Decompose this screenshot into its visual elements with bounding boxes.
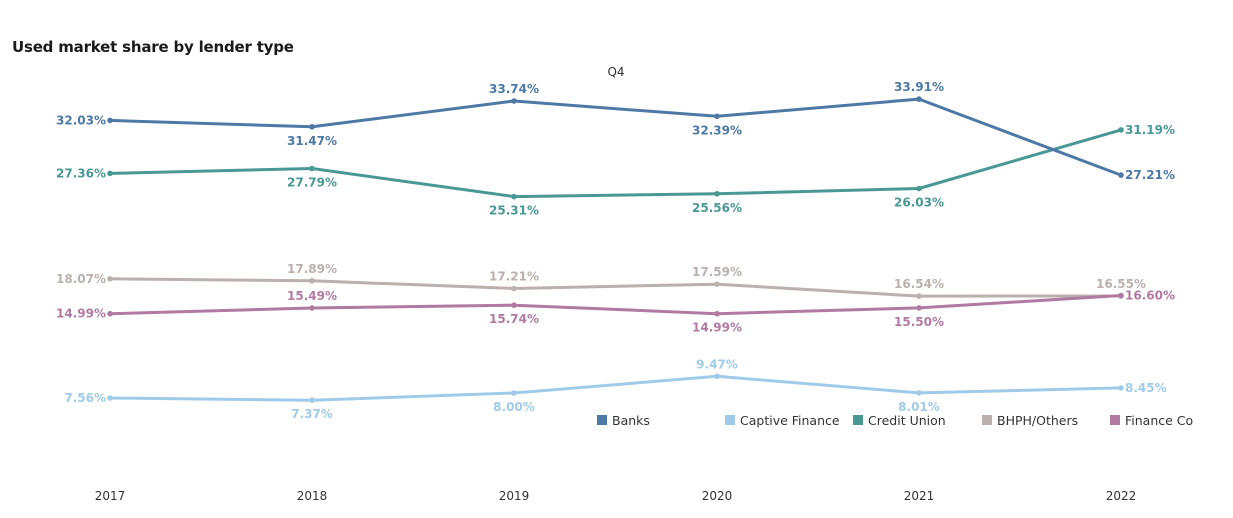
data-label-captive-finance: 9.47%	[696, 357, 738, 371]
data-point-captive-finance[interactable]	[309, 397, 315, 404]
legend-item-finance-co[interactable]: Finance Co	[1110, 413, 1193, 428]
data-label-credit-union: 26.03%	[894, 196, 944, 210]
data-point-credit-union[interactable]	[1118, 127, 1124, 133]
data-label-credit-union: 31.19%	[1125, 123, 1175, 137]
data-label-banks: 32.39%	[692, 123, 742, 137]
x-tick-label: 2021	[904, 489, 935, 503]
x-tick-label: 2020	[702, 489, 733, 503]
data-point-finance-co[interactable]	[916, 305, 922, 311]
legend-swatch	[853, 415, 863, 425]
data-point-bhph-others[interactable]	[309, 278, 315, 284]
data-point-banks[interactable]	[916, 96, 922, 102]
x-axis: 2017 2018 2019 2020 2021 2022	[95, 489, 1137, 503]
data-point-banks[interactable]	[511, 98, 517, 104]
data-point-credit-union[interactable]	[309, 165, 315, 172]
data-label-bhph-others: 18.07%	[56, 272, 106, 286]
legend-label: Finance Co	[1125, 413, 1193, 428]
data-point-finance-co[interactable]	[1118, 292, 1124, 299]
data-label-banks: 33.91%	[894, 80, 944, 94]
legend-label: Captive Finance	[740, 413, 840, 428]
data-label-finance-co: 14.99%	[56, 307, 106, 321]
data-point-banks[interactable]	[107, 117, 113, 124]
data-label-credit-union: 25.31%	[489, 204, 539, 218]
legend-item-captive-finance[interactable]: Captive Finance	[725, 413, 840, 428]
data-point-credit-union[interactable]	[511, 193, 517, 200]
data-point-credit-union[interactable]	[107, 170, 113, 177]
data-point-finance-co[interactable]	[309, 305, 315, 311]
legend-item-bhph-others[interactable]: BHPH/Others	[982, 413, 1078, 428]
data-point-banks[interactable]	[1118, 172, 1124, 178]
data-label-captive-finance: 8.01%	[898, 400, 940, 414]
series-line-captive-finance	[108, 374, 1123, 402]
legend[interactable]: Banks Captive Finance Credit Union BHPH/Oth…	[597, 413, 1193, 428]
legend-label: Banks	[612, 413, 650, 428]
data-label-captive-finance: 7.37%	[291, 407, 333, 421]
data-point-captive-finance[interactable]	[511, 390, 517, 396]
series-line-finance-co	[108, 294, 1123, 316]
data-label-finance-co: 15.74%	[489, 312, 539, 326]
x-tick-label: 2017	[95, 489, 126, 503]
data-point-banks[interactable]	[309, 124, 315, 130]
series-line-bhph-others	[108, 277, 1123, 298]
data-point-bhph-others[interactable]	[107, 276, 113, 282]
series-lines-layer	[108, 97, 1123, 402]
data-point-bhph-others[interactable]	[511, 285, 517, 292]
data-label-bhph-others: 17.59%	[692, 265, 742, 279]
x-tick-label: 2022	[1106, 489, 1137, 503]
data-label-finance-co: 15.49%	[287, 289, 337, 303]
data-label-captive-finance: 8.45%	[1125, 381, 1167, 395]
data-label-credit-union: 27.36%	[56, 166, 106, 180]
data-point-banks[interactable]	[714, 113, 720, 120]
data-point-bhph-others[interactable]	[916, 293, 922, 299]
series-line-credit-union	[108, 128, 1123, 199]
data-label-captive-finance: 8.00%	[493, 400, 535, 414]
data-point-captive-finance[interactable]	[714, 373, 720, 380]
legend-swatch	[725, 415, 735, 425]
x-tick-label: 2019	[499, 489, 530, 503]
data-label-bhph-others: 17.89%	[287, 262, 337, 276]
x-tick-label: 2018	[297, 489, 328, 503]
data-point-captive-finance[interactable]	[916, 390, 922, 396]
legend-item-banks[interactable]: Banks	[597, 413, 650, 428]
data-label-banks: 31.47%	[287, 134, 337, 148]
data-label-banks: 27.21%	[1125, 168, 1175, 182]
chart-subtitle: Q4	[607, 65, 624, 79]
legend-swatch	[1110, 415, 1120, 425]
data-label-finance-co: 16.60%	[1125, 289, 1175, 303]
data-point-captive-finance[interactable]	[107, 395, 113, 401]
data-labels-layer: 7.56% 7.37% 8.00% 9.47% 8.01% 8.45% 18.07% 17.8…	[56, 80, 1175, 421]
data-point-credit-union[interactable]	[916, 185, 922, 192]
series-points-layer	[107, 96, 1124, 404]
data-label-finance-co: 14.99%	[692, 321, 742, 335]
data-label-captive-finance: 7.56%	[64, 391, 106, 405]
legend-swatch	[982, 415, 992, 425]
series-line-banks	[108, 97, 1123, 177]
data-label-finance-co: 15.50%	[894, 315, 944, 329]
data-label-banks: 32.03%	[56, 113, 106, 127]
data-label-bhph-others: 17.21%	[489, 270, 539, 284]
data-label-bhph-others: 16.54%	[894, 277, 944, 291]
data-label-credit-union: 25.56%	[692, 201, 742, 215]
data-point-finance-co[interactable]	[107, 310, 113, 317]
data-point-finance-co[interactable]	[511, 302, 517, 309]
data-label-bhph-others: 16.55%	[1096, 277, 1146, 291]
data-point-bhph-others[interactable]	[714, 281, 720, 288]
legend-label: Credit Union	[868, 413, 946, 428]
data-label-credit-union: 27.79%	[287, 176, 337, 190]
legend-swatch	[597, 415, 607, 425]
data-point-captive-finance[interactable]	[1118, 385, 1124, 391]
data-point-credit-union[interactable]	[714, 191, 720, 197]
data-point-finance-co[interactable]	[714, 310, 720, 317]
legend-label: BHPH/Others	[997, 413, 1078, 428]
data-label-banks: 33.74%	[489, 82, 539, 96]
chart-title: Used market share by lender type	[12, 38, 294, 56]
legend-item-credit-union[interactable]: Credit Union	[853, 413, 946, 428]
